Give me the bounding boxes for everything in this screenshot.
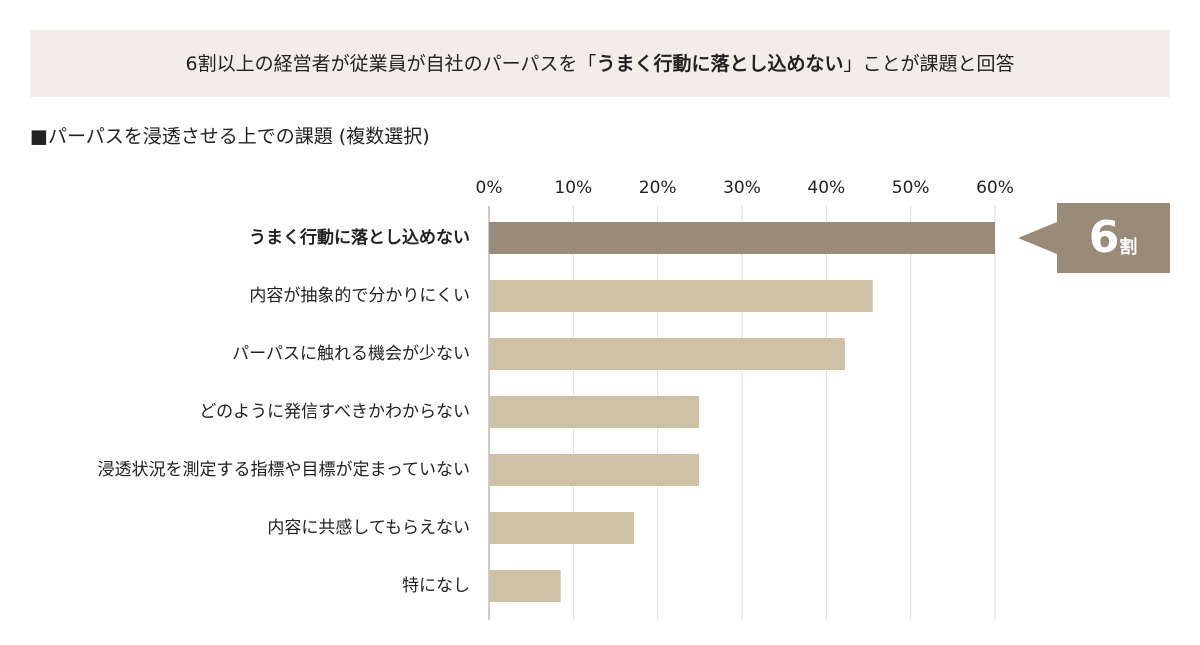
y-tick-label: パーパスに触れる機会が少ない bbox=[232, 344, 470, 364]
bar bbox=[489, 570, 561, 602]
title-box bbox=[30, 30, 1170, 97]
bar bbox=[489, 454, 699, 486]
bar bbox=[489, 396, 699, 428]
x-tick-label: 30% bbox=[723, 178, 761, 198]
x-tick-label: 0% bbox=[476, 178, 503, 198]
bar bbox=[489, 338, 845, 370]
chart-title: 6割以上の経営者が従業員が自社のパーパスを「うまく行動に落とし込めない」ことが課… bbox=[186, 52, 1015, 75]
x-tick-label: 20% bbox=[639, 178, 677, 198]
callout-shape bbox=[1018, 203, 1170, 273]
x-tick-label: 40% bbox=[807, 178, 845, 198]
title-part: 6割以上の経営者が従業員が自社のパーパスを「 bbox=[186, 53, 597, 75]
callout: 6割 bbox=[1018, 203, 1170, 273]
y-tick-label: 内容に共感してもらえない bbox=[267, 518, 470, 538]
bar bbox=[489, 280, 873, 312]
x-tick-label: 60% bbox=[976, 178, 1014, 198]
y-tick-label: 内容が抽象的で分かりにくい bbox=[249, 286, 470, 306]
subtitle: ■パーパスを浸透させる上での課題 (複数選択) bbox=[30, 126, 430, 148]
callout-number: 6 bbox=[1089, 212, 1120, 263]
title-part: うまく行動に落とし込めない bbox=[596, 52, 843, 75]
x-tick-label: 10% bbox=[554, 178, 592, 198]
bar bbox=[489, 222, 995, 254]
callout-text: 6割 bbox=[1089, 212, 1138, 263]
callout-unit: 割 bbox=[1119, 236, 1137, 258]
y-tick-label: 浸透状況を測定する指標や目標が定まっていない bbox=[98, 460, 470, 480]
x-tick-label: 50% bbox=[892, 178, 930, 198]
y-tick-label: 特になし bbox=[402, 576, 470, 596]
y-tick-label: うまく行動に落とし込めない bbox=[249, 227, 470, 248]
y-tick-label: どのように発信すべきかわからない bbox=[199, 402, 470, 422]
title-part: 」ことが課題と回答 bbox=[843, 53, 1014, 75]
bar bbox=[489, 512, 635, 544]
